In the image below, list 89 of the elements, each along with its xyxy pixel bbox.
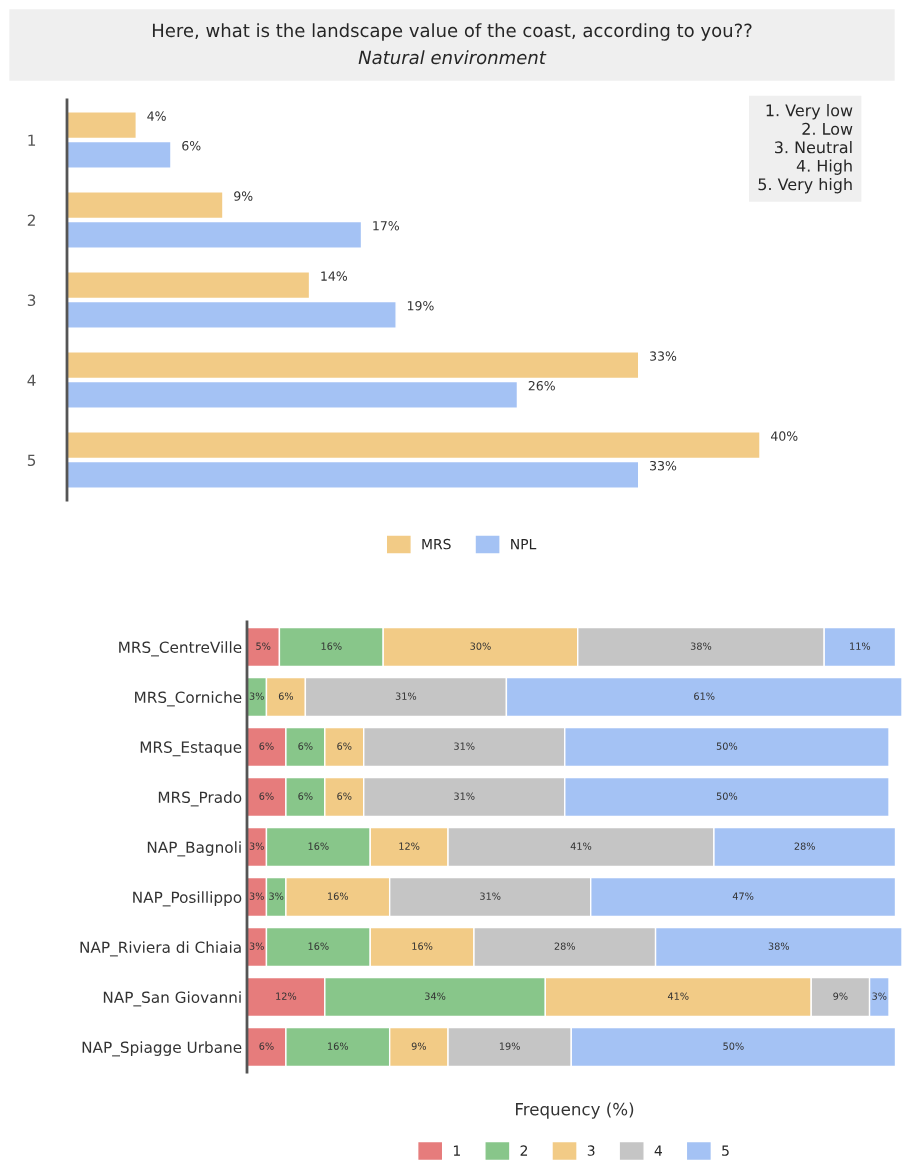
data-label: 31% (454, 742, 475, 750)
data-label: 41% (667, 992, 689, 1000)
data-label: 6% (259, 792, 274, 800)
data-label: 6% (298, 792, 313, 800)
bar (67, 140, 172, 169)
bar (67, 220, 363, 249)
data-label: 41% (570, 842, 592, 850)
data-label: 12% (399, 842, 420, 850)
y-tick-label: NAP_Bagnoli (147, 841, 241, 857)
y-tick-label: 1 (28, 134, 36, 146)
data-label: 3% (872, 992, 887, 1000)
data-label: 3% (249, 942, 264, 950)
data-label: 6% (337, 792, 352, 800)
data-label: 38% (768, 942, 790, 950)
data-label: 16% (328, 1042, 349, 1050)
y-tick-label: NAP_Riviera di Chiaia (80, 941, 241, 957)
data-label: 31% (454, 792, 475, 800)
data-label: 5% (256, 642, 271, 650)
data-label: 16% (308, 842, 329, 850)
data-label: 40% (770, 431, 798, 441)
data-label: 6% (259, 1042, 274, 1050)
bar (67, 300, 397, 329)
legend-label: 5 (722, 1145, 729, 1156)
data-label: 17% (373, 220, 400, 231)
data-label: 9% (411, 1042, 427, 1050)
data-label: 16% (308, 942, 329, 950)
data-label: 4% (147, 111, 166, 121)
data-label: 31% (480, 892, 501, 900)
data-label: 12% (276, 992, 297, 1000)
legend-label: NPL (511, 539, 537, 550)
data-label: 19% (407, 300, 434, 311)
data-label: 30% (470, 642, 491, 650)
y-tick-label: MRS_Prado (158, 791, 242, 807)
legend-label: MRS (422, 538, 451, 550)
bar (67, 351, 640, 380)
legend-label: 2 (520, 1145, 528, 1156)
data-label: 16% (328, 892, 349, 900)
data-label: 11% (850, 642, 871, 650)
data-label: 6% (337, 742, 352, 750)
data-label: 47% (732, 892, 754, 900)
data-label: 28% (554, 942, 576, 950)
y-tick-label: NAP_Posillippo (133, 891, 242, 907)
data-label: 38% (690, 642, 712, 650)
data-label: 33% (650, 460, 677, 471)
data-label: 50% (723, 1042, 744, 1050)
data-label: 6% (278, 692, 294, 700)
data-label: 50% (716, 792, 738, 800)
bar (67, 380, 519, 409)
data-label: 6% (182, 140, 201, 151)
chart-subtitle: Natural environment (358, 50, 547, 65)
x-axis-title: Frequency (%) (516, 1102, 634, 1119)
y-tick-label: MRS_Corniche (135, 691, 242, 707)
legend-label: 4 (654, 1145, 662, 1156)
bar (67, 191, 224, 220)
data-label: 31% (395, 692, 417, 700)
data-label: 3% (269, 892, 284, 900)
data-label: 33% (650, 351, 677, 361)
y-tick-label: 3 (27, 294, 36, 307)
data-label: 26% (528, 380, 555, 391)
data-label: 9% (234, 191, 253, 201)
bar (67, 271, 311, 300)
annotation: 1. Very low 2. Low 3. Neutral 4. High 5. Very high (758, 104, 853, 194)
y-tick-label: NAP_Spiagge Urbane (82, 1041, 242, 1057)
bar (67, 460, 640, 489)
y-tick-label: MRS_CentreVille (119, 641, 242, 657)
data-label: 19% (499, 1042, 520, 1050)
y-tick-label: 5 (27, 454, 36, 467)
y-tick-label: MRS_Estaque (140, 741, 242, 757)
y-tick-label: 4 (27, 374, 36, 386)
data-label: 6% (259, 742, 274, 750)
bar (67, 111, 137, 140)
data-label: 16% (321, 642, 342, 650)
y-tick-label: 2 (27, 214, 35, 226)
data-label: 6% (298, 742, 313, 750)
data-label: 16% (412, 942, 433, 950)
chart-title: Here, what is the landscape value of the coast, according to you?? (152, 23, 752, 41)
data-label: 3% (249, 692, 264, 700)
data-label: 34% (425, 992, 446, 1000)
data-label: 9% (833, 992, 848, 1000)
data-label: 3% (249, 842, 264, 850)
y-tick-label: NAP_San Giovanni (103, 991, 241, 1007)
data-label: 14% (321, 271, 348, 281)
bar (67, 431, 761, 460)
legend-label: 3 (587, 1145, 595, 1156)
data-label: 3% (249, 892, 264, 900)
legend-label: 1 (453, 1145, 460, 1156)
data-label: 28% (794, 842, 815, 850)
data-label: 50% (716, 742, 738, 750)
data-label: 61% (694, 692, 715, 700)
